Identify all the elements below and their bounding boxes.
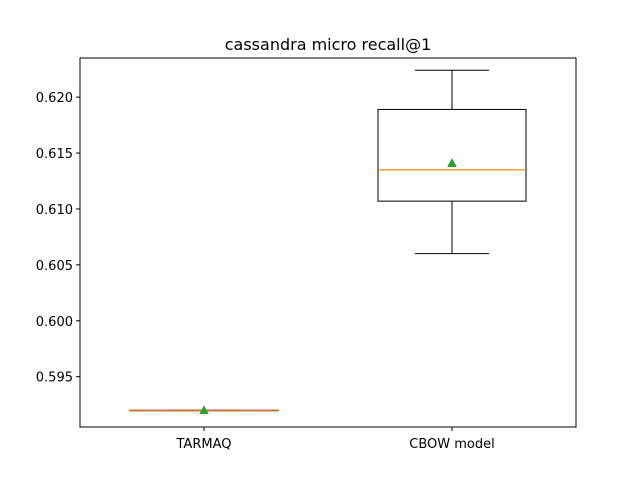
y-tick-label: 0.620 <box>36 91 73 106</box>
chart-title: cassandra micro recall@1 <box>225 35 432 54</box>
y-axis: 0.595 0.600 0.605 0.610 0.615 0.620 <box>36 91 80 386</box>
plot-area <box>79 57 577 428</box>
mean-marker <box>447 158 457 167</box>
x-tick-label: TARMAQ <box>176 437 232 452</box>
y-tick-label: 0.595 <box>36 371 73 386</box>
y-tick-label: 0.600 <box>36 315 73 330</box>
y-tick-label: 0.605 <box>36 259 73 274</box>
x-axis: TARMAQ CBOW model <box>176 427 495 452</box>
mean-marker <box>199 405 209 415</box>
y-tick-label: 0.615 <box>36 147 73 162</box>
iqr-box <box>377 108 527 202</box>
boxes <box>129 69 527 415</box>
box-cbow-model <box>377 69 527 255</box>
x-tick-label: CBOW model <box>409 437 494 452</box>
box-tarmaq <box>129 405 279 415</box>
y-tick-label: 0.610 <box>36 203 73 218</box>
